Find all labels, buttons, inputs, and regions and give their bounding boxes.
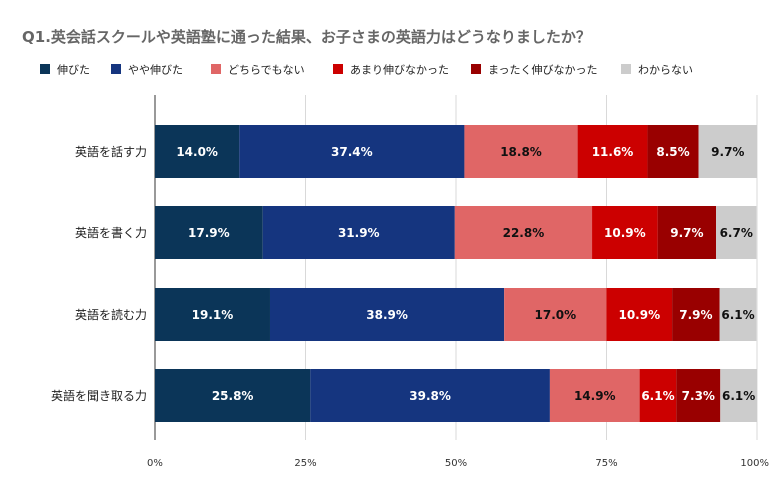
bars: 14.0% 37.4% 18.8% 11.6% 8.5% 9.7% 17.9% 31.9% 22… — [155, 125, 757, 422]
bar-segment — [716, 206, 757, 259]
data-label: 37.4% — [331, 145, 373, 159]
legend-swatch — [40, 64, 50, 74]
legend-swatch — [211, 64, 221, 74]
data-label: 18.8% — [500, 145, 542, 159]
bar-segment — [592, 206, 658, 259]
bar-segment — [310, 369, 550, 422]
bar-segment — [269, 288, 505, 341]
bar-segment — [657, 206, 717, 259]
x-tick-label: 25% — [294, 458, 316, 469]
legend-label: まったく伸びなかった — [488, 64, 598, 77]
x-axis-ticks: 0% 25% 50% 75% 100% — [147, 458, 769, 469]
bar-segment — [698, 125, 757, 178]
data-label: 9.7% — [670, 226, 703, 240]
legend-swatch — [333, 64, 343, 74]
legend-label: どちらでもない — [228, 64, 305, 77]
data-label: 7.9% — [679, 308, 712, 322]
bar-segment — [720, 369, 757, 422]
data-label: 8.5% — [656, 145, 689, 159]
legend-swatch — [621, 64, 631, 74]
data-label: 31.9% — [338, 226, 380, 240]
data-label: 7.3% — [682, 389, 715, 403]
category-label: 英語を読む力 — [75, 307, 147, 322]
legend-swatch — [471, 64, 481, 74]
bar-segment — [606, 288, 673, 341]
legend-label: やや伸びた — [128, 64, 183, 77]
bar-segment — [155, 369, 311, 422]
data-label: 19.1% — [192, 308, 234, 322]
bar-segment — [639, 369, 677, 422]
data-label: 17.9% — [188, 226, 230, 240]
bar-segment — [719, 288, 757, 341]
bar-segment — [155, 288, 270, 341]
data-label: 14.9% — [574, 389, 616, 403]
data-label: 10.9% — [618, 308, 660, 322]
data-label: 17.0% — [535, 308, 577, 322]
x-tick-label: 0% — [147, 458, 163, 469]
bar-segment — [549, 369, 640, 422]
legend-swatch — [111, 64, 121, 74]
legend-label: 伸びた — [57, 64, 90, 77]
data-label: 9.7% — [711, 145, 744, 159]
legend: 伸びた やや伸びた どちらでもない あまり伸びなかった まったく伸びなかった わからない — [40, 64, 693, 77]
bar-segment — [454, 206, 593, 259]
data-label: 22.8% — [503, 226, 545, 240]
bar-segment — [504, 288, 607, 341]
bar-segment — [464, 125, 578, 178]
data-label: 38.9% — [366, 308, 408, 322]
category-label: 英語を話す力 — [75, 144, 147, 159]
bar-segment — [155, 206, 263, 259]
data-label: 14.0% — [176, 145, 218, 159]
x-tick-label: 100% — [740, 458, 769, 469]
data-label: 6.1% — [721, 308, 754, 322]
x-tick-label: 50% — [445, 458, 467, 469]
data-label: 10.9% — [604, 226, 646, 240]
category-label: 英語を聞き取る力 — [51, 388, 147, 403]
legend-label: あまり伸びなかった — [350, 64, 449, 77]
data-label: 39.8% — [409, 389, 451, 403]
bar-segment — [647, 125, 699, 178]
data-label: 11.6% — [592, 145, 634, 159]
legend-label: わからない — [638, 64, 693, 77]
bar-segment — [672, 288, 720, 341]
bar-segment — [676, 369, 721, 422]
bar-segment — [239, 125, 465, 178]
data-label: 6.7% — [720, 226, 753, 240]
bar-segment — [155, 125, 240, 178]
chart-title: Q1.英会話スクールや英語塾に通った結果、お子さまの英語力はどうなりましたか？ — [22, 28, 591, 46]
bar-segment — [577, 125, 648, 178]
bar-segment — [262, 206, 455, 259]
data-label: 6.1% — [722, 389, 755, 403]
data-label: 6.1% — [641, 389, 674, 403]
data-label: 25.8% — [212, 389, 254, 403]
category-label: 英語を書く力 — [75, 225, 147, 240]
x-tick-label: 75% — [595, 458, 617, 469]
